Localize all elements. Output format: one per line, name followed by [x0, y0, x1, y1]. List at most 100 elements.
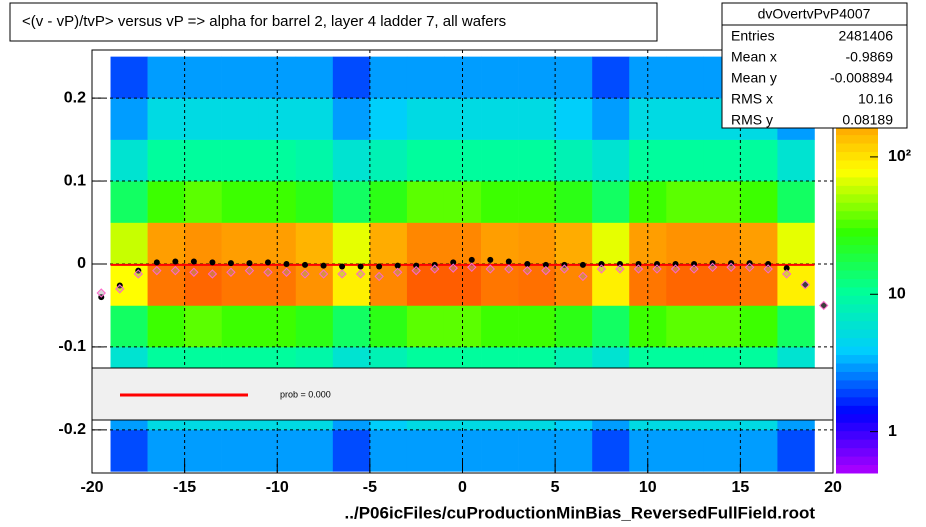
palette-step — [836, 253, 878, 262]
heatmap-cell — [518, 305, 556, 348]
stats-value: 0.08189 — [842, 112, 893, 128]
palette-step — [836, 430, 878, 440]
profile-point — [152, 265, 162, 276]
y-tick-label: -0.2 — [58, 421, 86, 438]
profile-point — [485, 264, 495, 274]
heatmap-cell — [369, 98, 408, 140]
heatmap-cell — [332, 98, 371, 140]
profile-point — [578, 271, 588, 282]
x-tick-label: 10 — [639, 479, 657, 496]
profile-point — [337, 269, 347, 279]
z-tick-label: 10² — [888, 148, 911, 165]
heatmap-cell — [555, 98, 593, 140]
profile-point — [376, 263, 383, 270]
profile-point — [411, 265, 421, 276]
profile-point — [448, 263, 458, 273]
profile-point — [652, 264, 662, 274]
palette-step — [836, 202, 878, 212]
profile-point — [246, 260, 253, 267]
heatmap-cell — [666, 222, 704, 265]
heatmap-cell — [184, 263, 222, 306]
heatmap-cell — [369, 181, 408, 223]
palette-step — [836, 320, 878, 330]
profile-point — [670, 264, 681, 274]
heatmap-cell — [332, 56, 371, 99]
legend-label: prob = 0.000 — [280, 389, 331, 399]
palette-step — [836, 346, 878, 356]
heatmap-cell — [110, 98, 148, 140]
profile-point — [300, 269, 310, 279]
profile-point — [635, 260, 642, 267]
y-tick-label: -0.1 — [58, 338, 86, 355]
heatmap-cell — [221, 181, 260, 223]
profile-point — [264, 259, 271, 266]
heatmap-cell — [592, 181, 630, 223]
palette-step — [836, 329, 878, 339]
heatmap-cell — [406, 429, 445, 472]
heatmap-cell — [369, 222, 408, 265]
palette-step — [836, 210, 878, 220]
palette-step — [836, 363, 878, 372]
x-axis-label: ../P06icFiles/cuProductionMinBias_Revers… — [345, 503, 816, 522]
profile-point — [672, 260, 679, 267]
palette-step — [836, 422, 878, 432]
heatmap-cell — [481, 429, 519, 472]
profile-point — [726, 262, 736, 273]
heatmap-cell — [147, 222, 185, 265]
heatmap-cell — [481, 305, 519, 348]
profile-point — [689, 264, 699, 274]
heatmap-cell — [406, 98, 445, 140]
profile-point — [579, 261, 586, 268]
heatmap-cell — [703, 181, 741, 223]
heatmap-cell — [518, 222, 556, 265]
profile-point — [318, 269, 329, 279]
profile-point — [355, 269, 366, 279]
heatmap-cell — [110, 305, 148, 348]
heatmap-cell — [777, 139, 815, 182]
heatmap-cell — [295, 429, 334, 472]
heatmap-cell — [221, 98, 260, 140]
profile-point — [392, 267, 403, 277]
heatmap-cell — [369, 139, 408, 182]
heatmap-cell — [481, 222, 519, 265]
palette-step — [836, 278, 878, 288]
palette-step — [836, 379, 878, 389]
heatmap-cell — [369, 263, 408, 306]
profile-point — [227, 260, 234, 267]
x-tick-label: -5 — [363, 479, 377, 496]
heatmap-cell — [221, 305, 260, 348]
heatmap-cell — [740, 222, 778, 265]
profile-point — [522, 265, 533, 276]
stats-key: Mean x — [731, 49, 777, 65]
heatmap-cell — [777, 305, 815, 348]
profile-point — [115, 284, 125, 294]
heatmap-cell — [406, 305, 445, 348]
heatmap-cell — [184, 139, 222, 182]
heatmap-cell — [777, 181, 815, 223]
heatmap-cell — [295, 263, 334, 306]
palette-step — [836, 337, 878, 347]
palette-step — [836, 371, 878, 381]
profile-point — [374, 271, 384, 282]
heatmap-cell — [332, 263, 371, 306]
profile-point — [763, 264, 773, 274]
heatmap-cell — [110, 139, 148, 182]
heatmap-cell — [184, 222, 222, 265]
heatmap-cell — [518, 139, 556, 182]
heatmap-cell — [740, 139, 778, 182]
heatmap-cell — [555, 222, 593, 265]
profile-point — [820, 302, 827, 309]
heatmap-cell — [518, 429, 556, 472]
profile-point — [170, 265, 181, 276]
heatmap-cell — [703, 263, 741, 306]
heatmap-cell — [555, 56, 593, 99]
profile-point — [468, 256, 475, 263]
heatmap-cell — [555, 429, 593, 472]
heatmap-cell — [221, 56, 260, 99]
profile-point — [781, 269, 792, 279]
profile-point — [357, 263, 364, 270]
heatmap-cell — [703, 429, 741, 472]
profile-point — [802, 281, 809, 288]
heatmap-cell — [406, 181, 445, 223]
